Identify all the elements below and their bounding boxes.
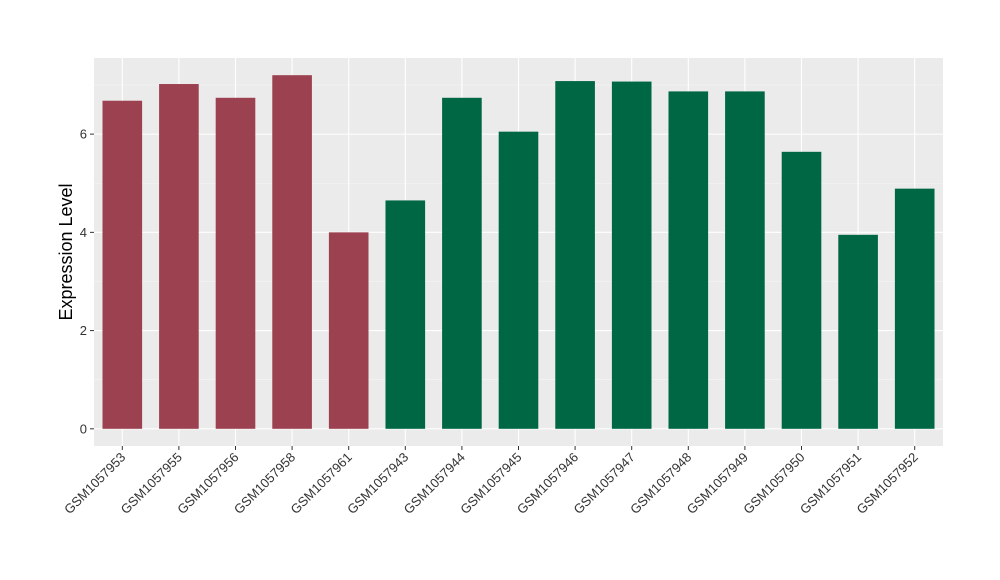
bar-GSM1057961 [328, 232, 369, 429]
y-tick-label: 4 [80, 225, 87, 240]
y-axis-title: Expression Level [56, 183, 76, 320]
bar-GSM1057943 [385, 200, 426, 429]
bar-GSM1057949 [725, 91, 765, 429]
y-tick-label: 0 [80, 421, 87, 436]
bar-GSM1057955 [159, 84, 199, 429]
bar-GSM1057948 [668, 91, 709, 429]
y-tick-label: 6 [80, 127, 87, 142]
bar-GSM1057945 [498, 131, 539, 429]
y-axis: 0 2 4 6 [80, 127, 94, 436]
bar-GSM1057944 [442, 97, 482, 429]
bar-GSM1057951 [838, 234, 878, 429]
bar-GSM1057952 [894, 188, 935, 429]
bar-GSM1057946 [555, 81, 595, 429]
x-axis: GSM1057953GSM1057955GSM1057956GSM1057958… [61, 446, 921, 517]
bar-GSM1057950 [781, 151, 822, 429]
bar-GSM1057953 [102, 100, 143, 429]
bar-GSM1057958 [272, 75, 312, 429]
bars [102, 75, 935, 429]
bar-GSM1057956 [215, 97, 256, 429]
bar-GSM1057947 [611, 81, 652, 429]
y-tick-label: 2 [80, 323, 87, 338]
